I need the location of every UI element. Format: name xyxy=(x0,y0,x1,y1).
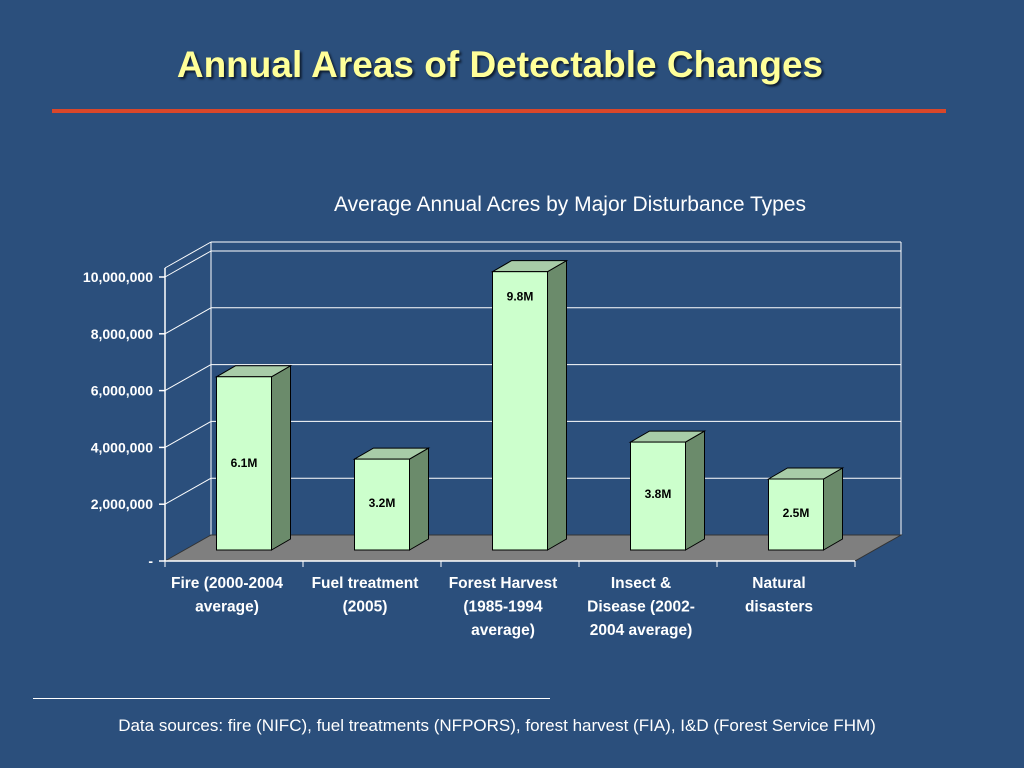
y-tick-label: 10,000,000 xyxy=(83,269,153,285)
bar-data-label: 2.5M xyxy=(783,506,810,520)
y-tick-label: 8,000,000 xyxy=(91,326,153,342)
bar-data-label: 3.8M xyxy=(645,487,672,501)
x-category-label-line: Insect & xyxy=(611,575,671,592)
source-divider xyxy=(33,698,550,699)
x-category-label-line: (2005) xyxy=(343,599,388,616)
bar xyxy=(354,458,410,551)
bar xyxy=(492,271,548,551)
x-category-label-line: average) xyxy=(471,622,535,639)
gridline-side xyxy=(164,250,212,278)
x-category-label: Forest Harvest (1985-1994 average) xyxy=(449,575,558,639)
bar-data-label: 6.1M xyxy=(231,456,258,470)
x-category-label-line: Fuel treatment xyxy=(312,575,419,592)
x-category-label: Natural disasters xyxy=(745,575,813,616)
bar-data-label: 9.8M xyxy=(507,290,534,304)
bar-data-label: 3.2M xyxy=(369,496,396,510)
x-category-label: Insect & Disease (2002- 2004 average) xyxy=(587,575,695,639)
title-underline xyxy=(52,109,946,113)
bar-chart: - 2,000,000 4,000,000 6,000,000 8,000,000 10,… xyxy=(83,241,903,639)
gridline-side xyxy=(164,307,212,335)
bar-side xyxy=(685,430,705,551)
bar-side xyxy=(823,467,843,551)
side-wall-top-edge xyxy=(164,241,212,269)
x-category-label-line: disasters xyxy=(745,599,813,616)
chart-title: Average Annual Acres by Major Disturbanc… xyxy=(334,193,806,216)
bar-side xyxy=(271,364,291,551)
y-tick-label: - xyxy=(148,553,153,569)
bar xyxy=(216,376,272,551)
data-source-note: Data sources: fire (NIFC), fuel treatmen… xyxy=(118,716,876,735)
y-tick-label: 2,000,000 xyxy=(91,496,153,512)
gridline-side xyxy=(164,364,212,392)
gridline-side xyxy=(164,477,212,505)
x-category-label-line: average) xyxy=(195,599,259,616)
bar-side xyxy=(409,447,429,551)
x-category-label-line: Fire (2000-2004 xyxy=(171,575,283,592)
x-category-label-line: Natural xyxy=(752,575,805,592)
x-category-label: Fuel treatment (2005) xyxy=(312,575,419,616)
x-category-label-line: Forest Harvest xyxy=(449,575,558,592)
bar-side xyxy=(547,259,567,551)
x-category-label: Fire (2000-2004 average) xyxy=(171,575,283,616)
x-category-label-line: 2004 average) xyxy=(590,622,693,639)
y-tick-label: 6,000,000 xyxy=(91,383,153,399)
x-category-label-line: Disease (2002- xyxy=(587,599,695,616)
y-tick-label: 4,000,000 xyxy=(91,439,153,455)
bar xyxy=(768,478,824,551)
gridline-side xyxy=(164,420,212,448)
slide-title: Annual Areas of Detectable Changes xyxy=(176,44,824,85)
x-category-label-line: (1985-1994 xyxy=(463,599,543,616)
bar xyxy=(630,441,686,551)
